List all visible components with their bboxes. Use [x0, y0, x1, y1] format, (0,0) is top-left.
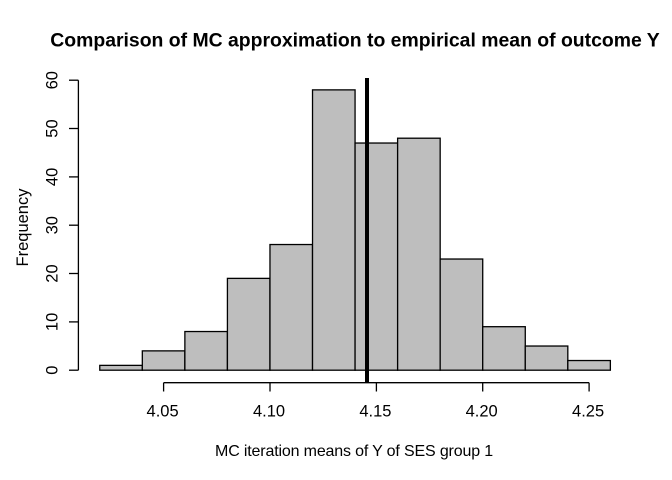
- svg-text:4.15: 4.15: [359, 403, 391, 421]
- svg-text:10: 10: [44, 313, 62, 331]
- svg-text:4.20: 4.20: [466, 403, 498, 421]
- svg-text:4.25: 4.25: [572, 403, 604, 421]
- svg-text:50: 50: [44, 119, 62, 137]
- svg-text:40: 40: [44, 168, 62, 186]
- svg-text:Frequency: Frequency: [14, 188, 32, 267]
- svg-text:30: 30: [44, 216, 62, 234]
- svg-text:Comparison of MC approximation: Comparison of MC approximation to empiri…: [50, 30, 660, 52]
- svg-text:4.05: 4.05: [147, 403, 179, 421]
- svg-text:0: 0: [44, 366, 62, 375]
- svg-text:60: 60: [44, 71, 62, 89]
- svg-text:4.10: 4.10: [253, 403, 285, 421]
- svg-text:MC iteration means of Y of SES: MC iteration means of Y of SES group 1: [215, 443, 493, 460]
- svg-text:20: 20: [44, 264, 62, 282]
